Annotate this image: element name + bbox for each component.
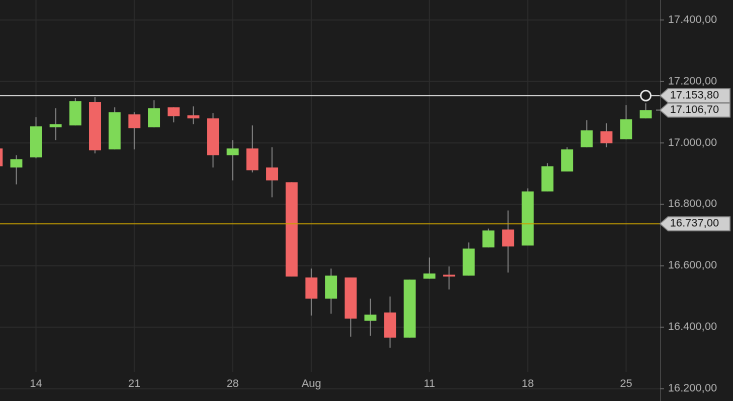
candle-body xyxy=(344,277,357,319)
candle-body xyxy=(187,115,200,119)
price-line-box xyxy=(659,88,731,104)
candle-body xyxy=(226,148,239,156)
x-tick-label: 25 xyxy=(620,378,632,390)
candle-body xyxy=(285,182,298,277)
candle-body xyxy=(443,274,456,277)
candle-body xyxy=(305,277,318,299)
last-price-box xyxy=(659,102,731,118)
y-tick-label: 17.200,00 xyxy=(668,75,717,87)
candle-body xyxy=(620,119,633,140)
y-tick-label: 16.800,00 xyxy=(668,198,717,210)
candle-body xyxy=(325,275,338,299)
candle-body xyxy=(423,273,436,279)
candle-body xyxy=(580,130,593,148)
candle-body xyxy=(364,314,377,321)
candle-body xyxy=(482,230,495,248)
x-tick-label: 18 xyxy=(522,378,534,390)
x-tick-label: Aug xyxy=(302,378,322,390)
y-tick-label: 16.400,00 xyxy=(668,321,717,333)
candle-body xyxy=(69,101,82,126)
y-tick-label: 16.600,00 xyxy=(668,260,717,272)
candle-body xyxy=(541,166,554,192)
price-line-box xyxy=(659,216,731,232)
candle-body xyxy=(384,312,397,338)
price-line-label: 16.737,00 xyxy=(670,218,719,230)
candle-body xyxy=(167,107,180,117)
y-tick-label: 17.000,00 xyxy=(668,137,717,149)
candle-body xyxy=(561,149,574,172)
y-tick-label: 17.400,00 xyxy=(668,14,717,26)
x-tick-label: 11 xyxy=(424,378,435,390)
candle-body xyxy=(0,148,3,167)
last-price-label: 17.106,70 xyxy=(670,104,719,116)
candle-body xyxy=(30,126,42,158)
x-tick-label: 28 xyxy=(227,378,239,390)
candle-body xyxy=(89,102,102,151)
candle-body xyxy=(207,118,220,156)
candle-body xyxy=(502,229,515,247)
x-tick-label: 14 xyxy=(30,378,42,390)
candle-body xyxy=(148,108,161,128)
candle-body xyxy=(246,148,259,171)
candle-body xyxy=(128,114,141,129)
candle-body xyxy=(49,124,62,128)
x-tick-label: 21 xyxy=(128,378,140,390)
y-tick-label: 16.200,00 xyxy=(668,383,717,395)
candle-body xyxy=(108,112,121,150)
candle-body xyxy=(266,167,279,181)
price-line-label: 17.153,80 xyxy=(670,90,719,102)
price-line-marker xyxy=(640,89,652,102)
candle-body xyxy=(10,159,23,168)
candle-body xyxy=(521,191,534,246)
candle-body xyxy=(403,279,416,338)
candle-body xyxy=(462,248,475,276)
candle-body xyxy=(639,110,652,119)
candle-body xyxy=(600,131,613,144)
